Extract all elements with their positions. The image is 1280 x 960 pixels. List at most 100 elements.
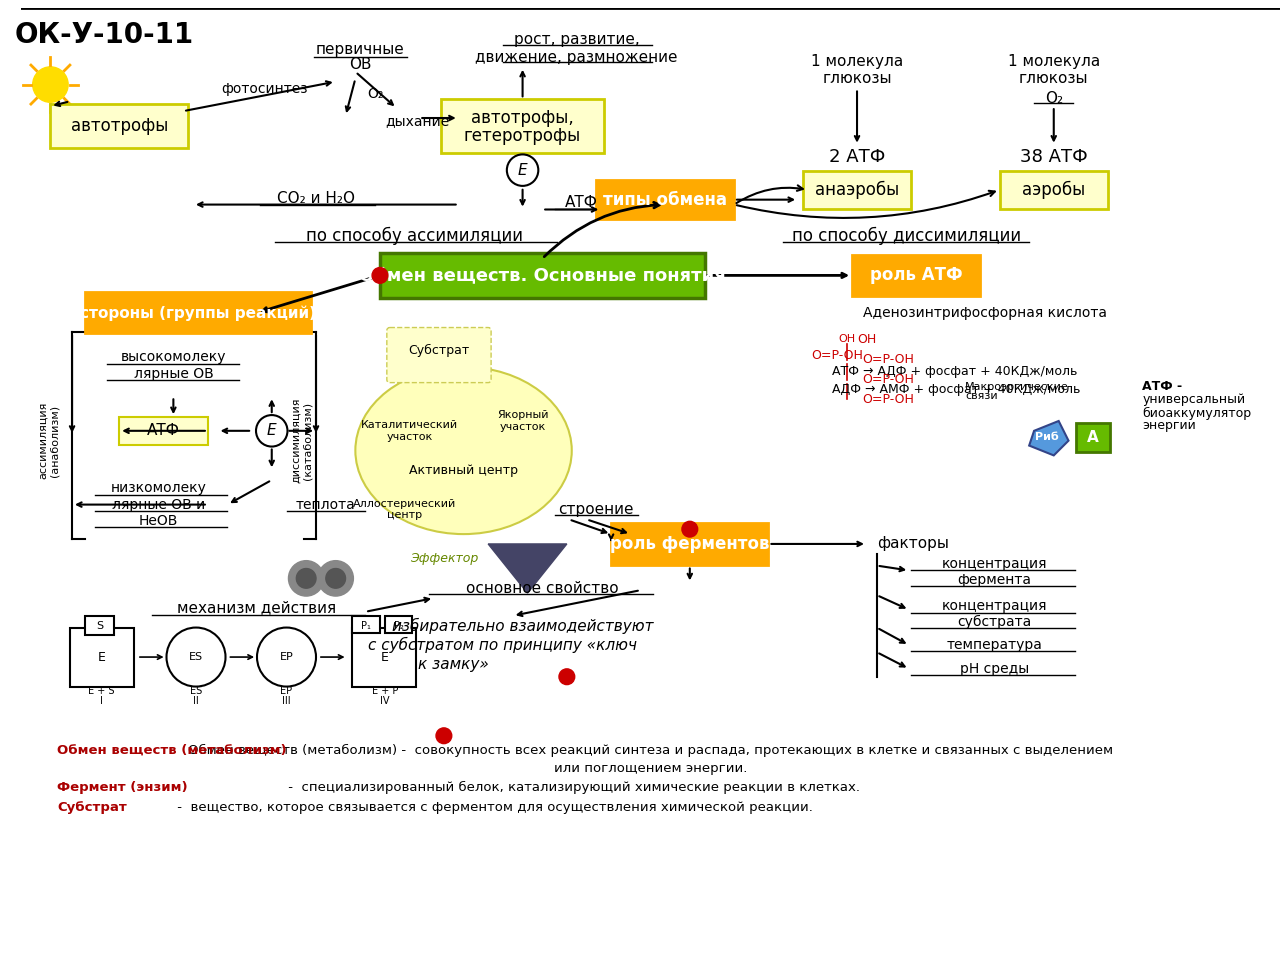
Text: энергии: энергии xyxy=(1142,420,1196,432)
Text: основное свойство: основное свойство xyxy=(466,581,618,596)
Circle shape xyxy=(326,568,346,588)
Text: концентрация: концентрация xyxy=(942,557,1047,570)
Text: I: I xyxy=(100,696,102,707)
Text: Якорный
участок: Якорный участок xyxy=(497,410,548,432)
Text: движение, размножение: движение, размножение xyxy=(475,50,678,64)
Text: Фермент (энзим): Фермент (энзим) xyxy=(58,781,188,794)
Text: строение: строение xyxy=(558,502,634,517)
Text: АТФ: АТФ xyxy=(566,195,598,210)
Text: 2 АТФ: 2 АТФ xyxy=(829,149,886,166)
Bar xyxy=(803,171,911,208)
Circle shape xyxy=(436,728,452,744)
Text: Обмен веществ. Основные понятия: Обмен веществ. Основные понятия xyxy=(358,266,726,284)
Circle shape xyxy=(257,628,316,686)
Text: P₁: P₁ xyxy=(361,620,371,631)
Bar xyxy=(70,628,134,686)
Text: теплота: теплота xyxy=(296,497,356,512)
Text: P₂: P₂ xyxy=(394,620,403,631)
Bar xyxy=(442,99,604,153)
Text: автотрофы: автотрофы xyxy=(70,117,168,135)
Text: OH: OH xyxy=(858,333,877,346)
Text: низкомолеку: низкомолеку xyxy=(110,481,206,494)
Text: ОВ: ОВ xyxy=(349,58,371,72)
Circle shape xyxy=(317,561,353,596)
Text: диссимиляция
(катаболизм): диссимиляция (катаболизм) xyxy=(291,397,312,484)
Text: Обмен веществ (метаболизм): Обмен веществ (метаболизм) xyxy=(58,744,287,757)
Text: биоаккумулятор: биоаккумулятор xyxy=(1142,407,1252,420)
Bar xyxy=(596,180,733,219)
Text: механизм действия: механизм действия xyxy=(178,600,337,615)
Text: высокомолеку: высокомолеку xyxy=(120,350,227,364)
Polygon shape xyxy=(1029,421,1069,455)
Text: O=P-OH: O=P-OH xyxy=(861,393,914,406)
Text: по способу диссимиляции: по способу диссимиляции xyxy=(791,227,1020,245)
Circle shape xyxy=(33,67,68,103)
Text: или поглощением энергии.: или поглощением энергии. xyxy=(554,761,748,775)
Text: O=P-OH: O=P-OH xyxy=(861,373,914,386)
Text: НеОВ: НеОВ xyxy=(140,515,178,528)
Circle shape xyxy=(256,415,288,446)
Text: 1 молекула: 1 молекула xyxy=(812,55,904,69)
Text: Аденозинтрифосфорная кислота: Аденозинтрифосфорная кислота xyxy=(863,306,1107,320)
Text: O₂: O₂ xyxy=(1044,91,1062,106)
Text: глюкозы: глюкозы xyxy=(822,71,892,86)
Text: Аллостерический
центр: Аллостерический центр xyxy=(353,498,456,520)
Text: дыхание: дыхание xyxy=(385,114,449,128)
Text: с субстратом по принципу «ключ: с субстратом по принципу «ключ xyxy=(369,637,637,654)
Text: фотосинтез: фотосинтез xyxy=(221,83,308,97)
Text: лярные ОВ: лярные ОВ xyxy=(133,367,214,381)
Text: 1 молекула: 1 молекула xyxy=(1007,55,1100,69)
Text: Субстрат: Субстрат xyxy=(408,344,470,357)
Text: ассимиляция
(анаболизм): ассимиляция (анаболизм) xyxy=(37,402,59,479)
Text: ОК-У-10-11: ОК-У-10-11 xyxy=(15,21,195,49)
Text: Обмен веществ (метаболизм) -  совокупность всех реакций синтеза и распада, проте: Обмен веществ (метаболизм) - совокупност… xyxy=(188,744,1114,757)
Text: связи: связи xyxy=(965,392,998,401)
Text: O=P-OH: O=P-OH xyxy=(812,348,863,362)
Text: аэробы: аэробы xyxy=(1023,180,1085,199)
Text: EP: EP xyxy=(279,652,293,662)
Bar xyxy=(119,417,207,444)
Text: Каталитический
участок: Каталитический участок xyxy=(361,420,458,442)
Text: E: E xyxy=(268,423,276,439)
Bar xyxy=(84,292,311,333)
Text: O₂: O₂ xyxy=(367,87,384,102)
Text: стороны (группы реакций): стороны (группы реакций) xyxy=(79,305,316,321)
Text: анаэробы: анаэробы xyxy=(815,180,899,199)
Text: III: III xyxy=(282,696,291,707)
Text: E: E xyxy=(381,651,389,663)
Text: Макроэргические: Макроэргические xyxy=(965,381,1069,392)
Circle shape xyxy=(166,628,225,686)
Text: лярные ОВ и: лярные ОВ и xyxy=(113,497,205,512)
Text: S: S xyxy=(96,620,104,631)
Text: температура: температура xyxy=(947,638,1043,652)
Text: глюкозы: глюкозы xyxy=(1019,71,1088,86)
FancyBboxPatch shape xyxy=(387,327,492,383)
Text: субстрата: субстрата xyxy=(957,614,1032,629)
Bar xyxy=(611,523,768,564)
Circle shape xyxy=(507,155,539,186)
Text: Риб: Риб xyxy=(1036,432,1059,442)
Text: E: E xyxy=(97,651,105,663)
Text: АТФ: АТФ xyxy=(147,423,180,439)
Circle shape xyxy=(682,521,698,537)
Text: факторы: факторы xyxy=(877,537,948,551)
Text: роль АТФ: роль АТФ xyxy=(869,266,963,284)
Text: pH среды: pH среды xyxy=(960,661,1029,676)
Bar xyxy=(852,254,980,296)
Text: универсальный: универсальный xyxy=(1142,393,1245,406)
Text: автотрофы,: автотрофы, xyxy=(471,109,573,127)
Circle shape xyxy=(297,568,316,588)
Bar xyxy=(352,615,380,634)
Text: фермента: фермента xyxy=(957,573,1032,588)
Text: 38 АТФ: 38 АТФ xyxy=(1020,149,1088,166)
Text: Субстрат: Субстрат xyxy=(58,801,127,814)
Circle shape xyxy=(372,268,388,283)
Text: к замку»: к замку» xyxy=(419,658,489,672)
Bar xyxy=(385,615,412,634)
Text: II: II xyxy=(193,696,198,707)
Text: типы обмена: типы обмена xyxy=(603,191,727,208)
Circle shape xyxy=(288,561,324,596)
Text: концентрация: концентрация xyxy=(942,599,1047,612)
Text: E: E xyxy=(518,162,527,178)
Bar xyxy=(380,253,704,298)
